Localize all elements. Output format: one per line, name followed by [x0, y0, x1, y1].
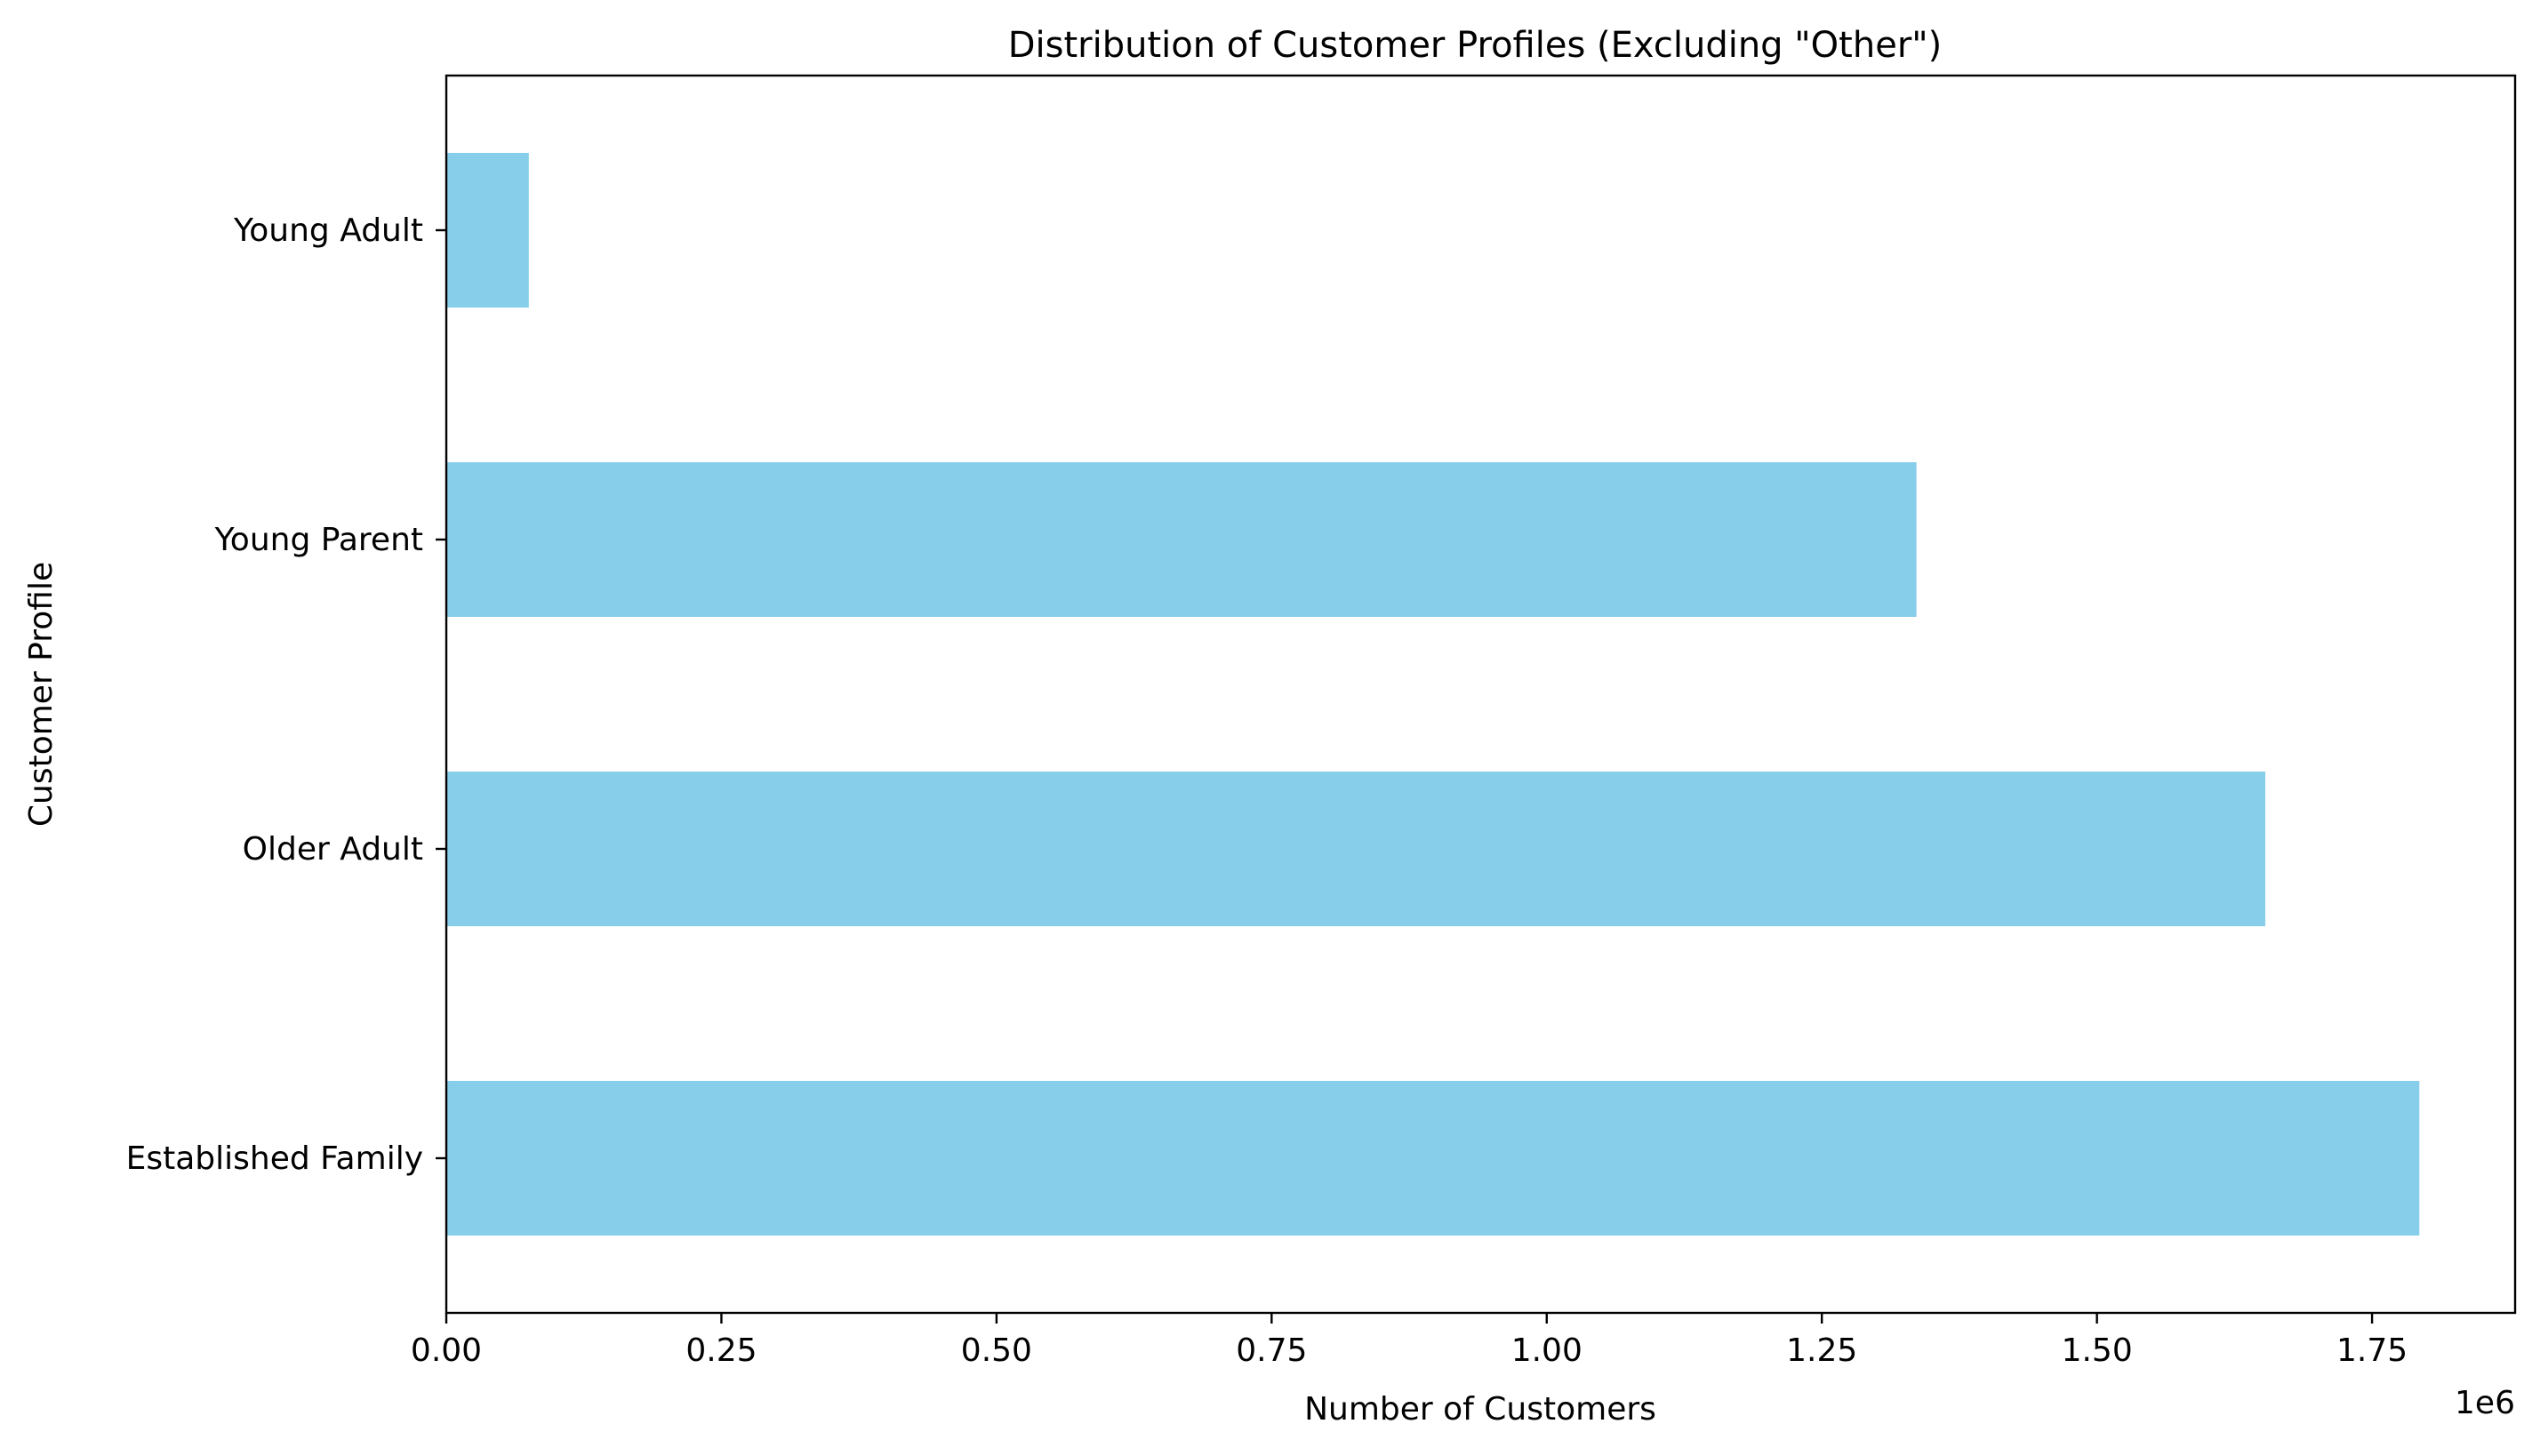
x-axis-label: Number of Customers [1304, 1391, 1656, 1428]
plot-area-frame [445, 74, 2517, 1315]
y-tick-label: Older Adult [243, 831, 423, 868]
bar-established-family [446, 1081, 2420, 1236]
x-tick-label: 1.50 [2062, 1332, 2133, 1369]
bars-group [446, 153, 2420, 1236]
bar-young-parent [446, 462, 1917, 617]
x-axis-offset-label: 1e6 [2455, 1385, 2515, 1421]
x-tick-label: 0.75 [1236, 1332, 1307, 1369]
x-tick-label: 1.75 [2336, 1332, 2408, 1369]
bar-young-adult [446, 153, 529, 308]
x-tick-label: 0.50 [961, 1332, 1032, 1369]
chart-title: Distribution of Customer Profiles (Exclu… [1008, 25, 1943, 66]
y-tick-label: Young Adult [233, 212, 423, 249]
x-tick-label: 0.25 [685, 1332, 757, 1369]
bar-older-adult [446, 772, 2266, 926]
x-tick-label: 1.25 [1786, 1332, 1857, 1369]
y-axis-ticks: Established Family Older Adult Young Paren… [126, 212, 446, 1177]
y-tick-label: Established Family [126, 1140, 423, 1177]
x-tick-label: 0.00 [411, 1332, 482, 1369]
y-axis-label: Customer Profile [23, 562, 60, 827]
x-tick-label: 1.00 [1511, 1332, 1582, 1369]
x-axis-ticks: 0.00 0.25 0.50 0.75 1.00 1.25 1.50 1.75 [411, 1313, 2408, 1369]
y-tick-label: Young Parent [214, 522, 423, 558]
